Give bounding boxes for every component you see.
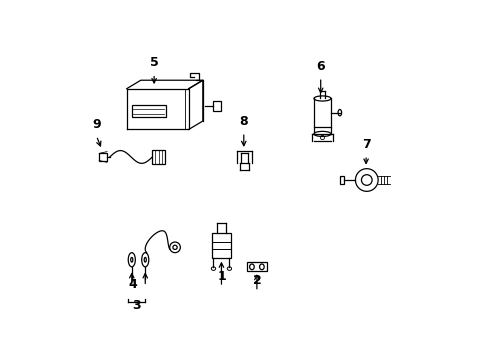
Bar: [99, 153, 107, 161]
Bar: [152, 150, 164, 164]
Text: 5: 5: [149, 57, 158, 69]
Text: 9: 9: [92, 118, 101, 131]
Bar: [213, 100, 221, 111]
Text: 4: 4: [128, 278, 137, 291]
Text: 2: 2: [252, 274, 261, 287]
Text: 8: 8: [239, 115, 247, 128]
Bar: [340, 176, 344, 184]
Text: 1: 1: [217, 270, 225, 283]
Bar: [131, 105, 165, 117]
Bar: [246, 262, 266, 271]
Text: 3: 3: [132, 299, 141, 312]
Text: 6: 6: [316, 60, 325, 73]
Bar: [211, 233, 231, 258]
Text: 7: 7: [361, 138, 370, 151]
